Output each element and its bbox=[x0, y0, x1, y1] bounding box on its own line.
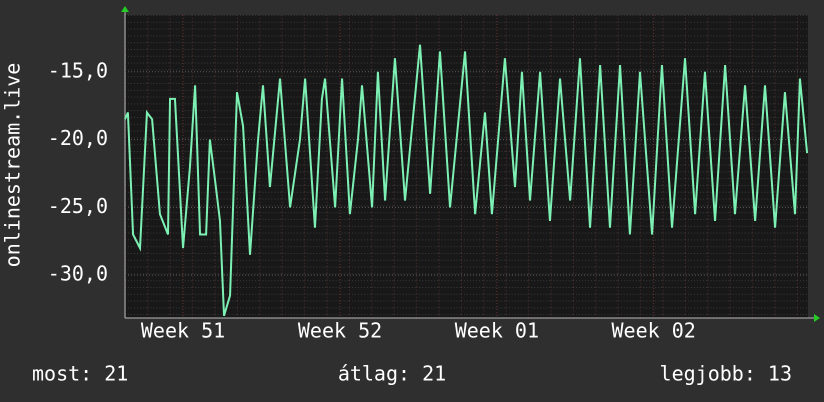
y-tick-label: -15,0 bbox=[48, 58, 108, 82]
x-tick-label: Week 52 bbox=[298, 319, 382, 343]
footer-best: legjobb: 13 bbox=[660, 362, 792, 386]
footer-current: most: 21 bbox=[32, 362, 128, 386]
footer-average: átlag: 21 bbox=[338, 362, 446, 386]
x-tick-label: Week 51 bbox=[141, 319, 225, 343]
data-line bbox=[124, 44, 809, 317]
x-arrow bbox=[814, 314, 820, 322]
y-tick-label: -20,0 bbox=[48, 126, 108, 150]
x-tick-label: Week 01 bbox=[455, 319, 539, 343]
y-tick-label: -30,0 bbox=[48, 262, 108, 286]
x-tick-label: Week 02 bbox=[612, 319, 696, 343]
y-axis-label: onlinestream.live bbox=[1, 63, 25, 268]
y-tick-label: -25,0 bbox=[48, 194, 108, 218]
y-arrow bbox=[121, 6, 129, 12]
